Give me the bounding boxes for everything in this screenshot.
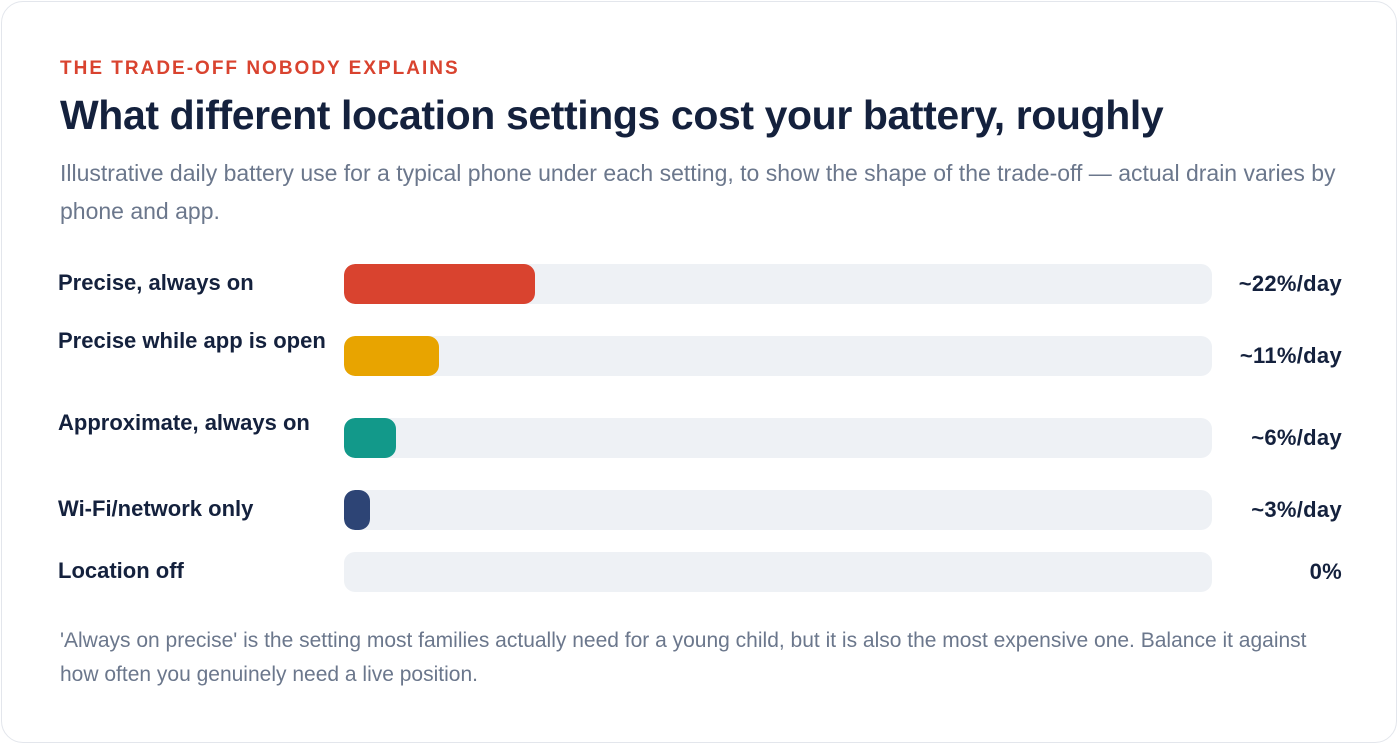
bar-label: Location off — [58, 558, 184, 583]
bar-value-label: ~3%/day — [1251, 497, 1342, 522]
bar-value-label: 0% — [1309, 559, 1342, 584]
bar-value-label: ~6%/day — [1251, 425, 1342, 450]
bar-value-label: ~22%/day — [1238, 271, 1342, 296]
bar-label: Precise while app is open — [58, 328, 326, 353]
chart-title: What different location settings cost yo… — [60, 92, 1164, 138]
bar-track — [344, 264, 1212, 304]
bar-track — [344, 552, 1212, 592]
bar — [344, 418, 397, 458]
bar-label: Wi-Fi/network only — [58, 496, 254, 521]
bar-track — [344, 336, 1212, 376]
bar — [344, 336, 440, 376]
eyebrow-label: THE TRADE-OFF NOBODY EXPLAINS — [60, 58, 460, 79]
bar-label: Approximate, always on — [58, 410, 310, 435]
bar-label: Precise, always on — [58, 270, 254, 295]
bar-value-label: ~11%/day — [1239, 343, 1342, 368]
chart-footnote: 'Always on precise' is the setting most … — [60, 629, 1307, 686]
bar-track — [344, 418, 1212, 458]
bar — [344, 490, 371, 530]
bar — [344, 264, 535, 304]
bar-track — [344, 490, 1212, 530]
chart-subtitle: Illustrative daily battery use for a typ… — [60, 160, 1336, 224]
